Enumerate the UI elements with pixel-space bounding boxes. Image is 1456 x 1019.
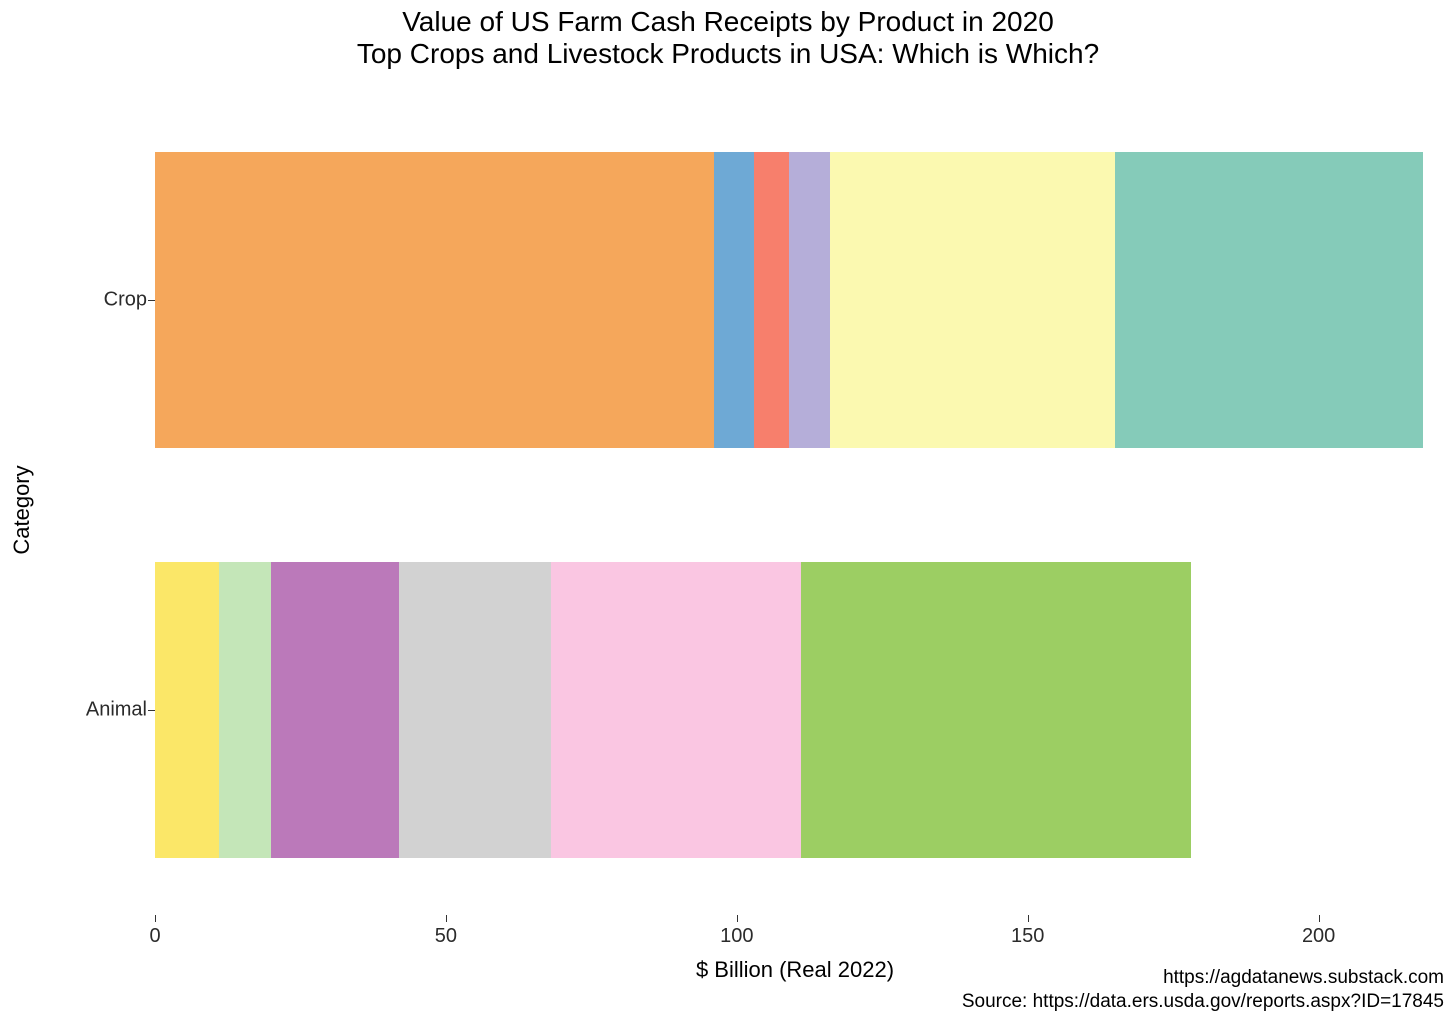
bar-segment [551,562,801,857]
x-tick-label: 0 [149,925,160,948]
bar-segment [399,562,550,857]
y-tick-mark [148,300,155,301]
x-tick-mark [737,915,738,922]
y-tick-label: Animal [86,699,147,722]
chart-container: Value of US Farm Cash Receipts by Produc… [0,0,1456,1019]
bar-segment [155,152,714,447]
x-tick-label: 50 [435,925,457,948]
bar-segment [830,152,1115,447]
bar-segment [219,562,271,857]
x-tick-label: 150 [1011,925,1044,948]
y-axis-label: Category [9,465,35,554]
bar-row-crop [155,152,1423,447]
chart-title: Value of US Farm Cash Receipts by Produc… [0,0,1456,70]
caption-source: Source: https://data.ers.usda.gov/report… [962,991,1444,1013]
bar-segment [155,562,219,857]
y-tick-mark [148,710,155,711]
x-tick-label: 100 [720,925,753,948]
title-line-1: Value of US Farm Cash Receipts by Produc… [0,6,1456,38]
bar-segment [1115,152,1423,447]
x-tick-mark [1319,915,1320,922]
bar-segment [754,152,789,447]
bar-segment [801,562,1191,857]
plot-area: 050100150200CropAnimal [155,95,1435,915]
bar-segment [271,562,399,857]
bar-segment [714,152,755,447]
caption-link: https://agdatanews.substack.com [1163,967,1444,989]
x-tick-mark [446,915,447,922]
x-tick-label: 200 [1302,925,1335,948]
bar-row-animal [155,562,1191,857]
y-tick-label: Crop [104,289,147,312]
bar-segment [789,152,830,447]
x-tick-mark [155,915,156,922]
title-line-2: Top Crops and Livestock Products in USA:… [0,38,1456,70]
x-tick-mark [1028,915,1029,922]
